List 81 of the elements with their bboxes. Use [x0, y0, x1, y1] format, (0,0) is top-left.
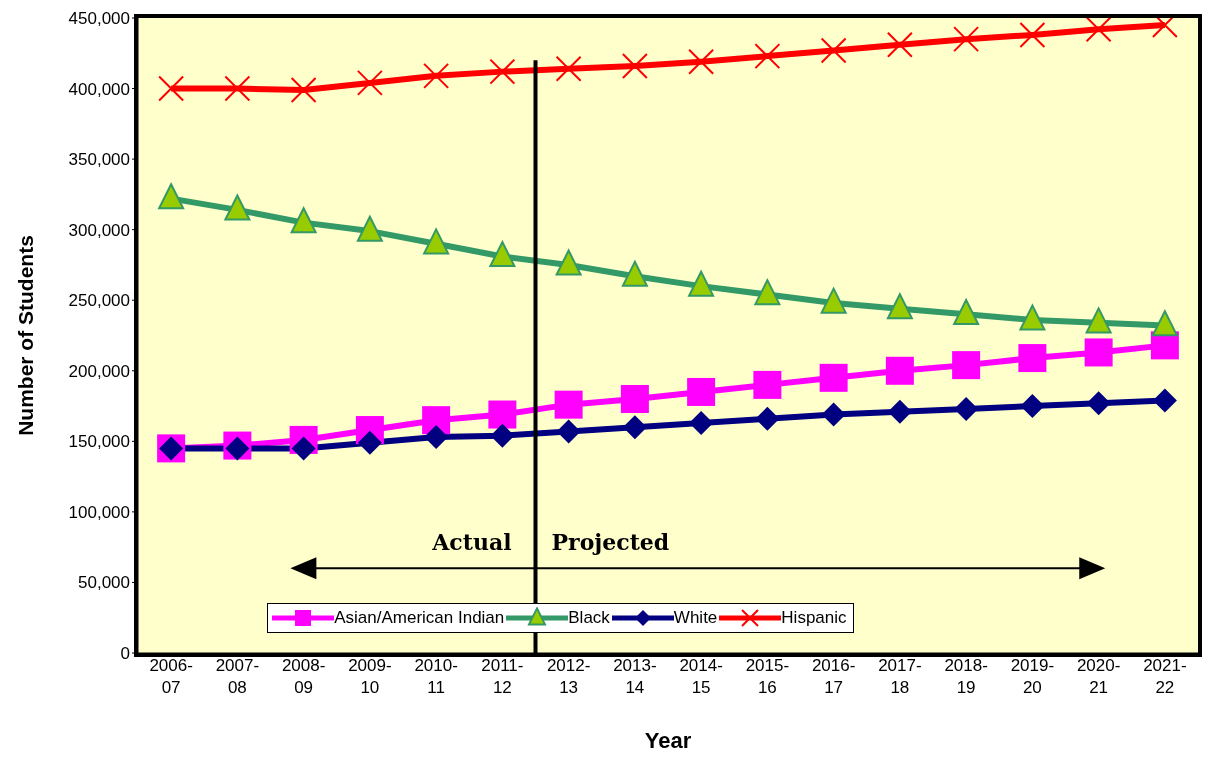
x-tick-label: 2018-19: [944, 656, 988, 697]
point: [885, 356, 914, 385]
point: [753, 370, 782, 399]
y-tick-label: 200,000: [68, 361, 130, 381]
point: [1151, 310, 1178, 337]
point: [821, 402, 846, 427]
point: [952, 351, 981, 380]
point: [490, 423, 515, 448]
legend-label: Asian/American Indian: [334, 608, 505, 628]
x-tick-label: 2021-22: [1143, 656, 1187, 697]
y-tick-label: 400,000: [68, 79, 130, 99]
y-tick-label: 250,000: [68, 291, 130, 311]
point: [290, 207, 317, 234]
point: [953, 26, 980, 53]
y-tick-label: 0: [120, 644, 130, 664]
annotation: Actual: [431, 529, 512, 556]
y-tick-label: 300,000: [68, 220, 130, 240]
legend-label: Hispanic: [781, 608, 847, 628]
point: [488, 400, 517, 429]
point: [291, 436, 316, 461]
point: [754, 279, 781, 306]
x-tick-label: 2010-11: [414, 656, 458, 697]
x-tick-label: 2007-08: [215, 656, 260, 697]
x-tick-label: 2013-14: [613, 656, 657, 697]
point: [554, 390, 583, 419]
x-tick-label: 2008-09: [281, 656, 326, 697]
x-tick-label: 2014-15: [679, 656, 723, 697]
y-tick-label: 100,000: [68, 502, 130, 522]
point: [886, 293, 913, 320]
x-tick-label: 2009-10: [348, 656, 392, 697]
point: [556, 419, 581, 444]
point: [688, 48, 715, 75]
y-tick-label: 350,000: [68, 150, 130, 170]
point: [423, 228, 450, 255]
point: [158, 183, 185, 210]
x-tick-label: 2019-20: [1010, 656, 1055, 697]
y-tick-label: 450,000: [68, 9, 130, 29]
x-tick-label: 2016-17: [811, 656, 856, 697]
point: [423, 62, 450, 89]
legend-label: White: [673, 608, 718, 628]
point: [356, 69, 383, 96]
point: [620, 385, 649, 413]
x-tick-label: 2011-12: [481, 656, 524, 697]
point: [1018, 344, 1047, 373]
point: [1019, 21, 1046, 48]
point: [489, 58, 516, 85]
point: [224, 75, 251, 102]
y-tick-label: 150,000: [68, 432, 130, 452]
point: [954, 396, 979, 421]
x-tick-label: 2020-21: [1076, 656, 1121, 697]
point: [622, 415, 647, 440]
point: [819, 363, 848, 392]
annotation: Projected: [551, 529, 670, 556]
point: [555, 55, 582, 82]
point: [1086, 391, 1111, 416]
x-tick-label: 2015-16: [745, 656, 790, 697]
point: [1084, 338, 1113, 367]
point: [1152, 388, 1177, 413]
point: [621, 52, 648, 79]
point: [489, 241, 516, 268]
point: [1085, 18, 1112, 43]
point: [755, 406, 780, 431]
point: [886, 31, 913, 58]
x-tick-label: 2017-18: [878, 656, 922, 697]
legend-label: Black: [568, 608, 610, 628]
x-axis-title: Year: [644, 728, 692, 753]
point: [290, 76, 317, 103]
point: [820, 37, 847, 64]
point: [424, 425, 449, 450]
point: [357, 430, 382, 455]
point: [687, 377, 716, 406]
y-axis-title: Number of Students: [14, 235, 38, 436]
point: [887, 399, 912, 424]
point: [689, 410, 714, 435]
x-tick-label: 2006-07: [149, 656, 193, 697]
x-tick-label: 2012-13: [546, 656, 591, 697]
y-tick-label: 50,000: [78, 573, 130, 593]
point: [158, 75, 185, 102]
point: [1020, 394, 1045, 419]
point: [754, 43, 781, 70]
point: [225, 436, 250, 461]
